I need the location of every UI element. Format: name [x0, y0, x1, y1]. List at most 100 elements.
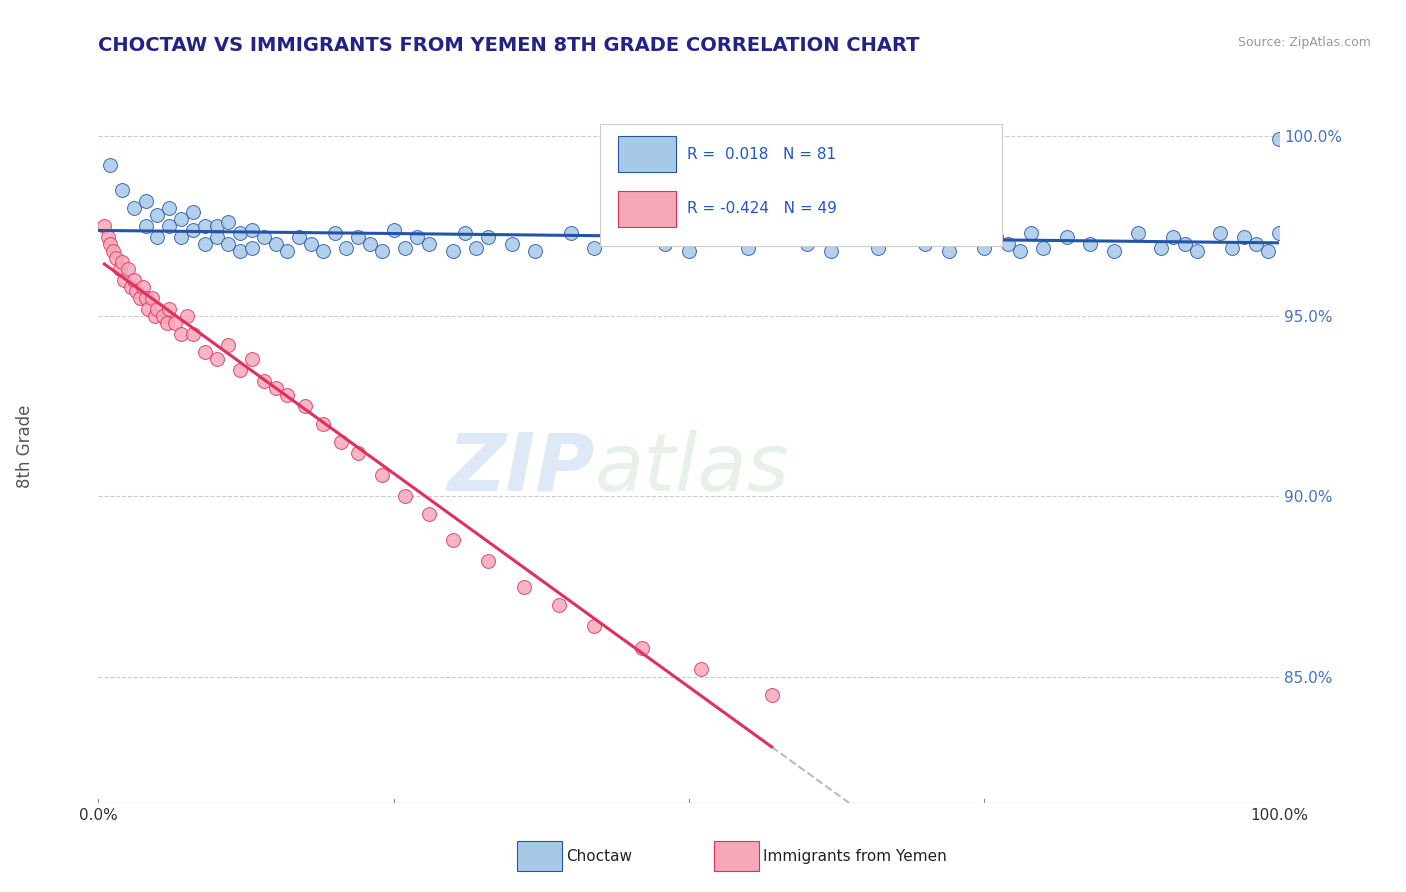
Point	[512, 580, 534, 594]
Point	[157, 201, 180, 215]
Point	[121, 280, 143, 294]
Point	[619, 229, 641, 244]
Point	[394, 489, 416, 503]
Point	[229, 244, 252, 259]
Point	[312, 417, 335, 432]
Point	[394, 241, 416, 255]
Point	[98, 158, 121, 172]
Point	[761, 688, 783, 702]
Point	[240, 222, 263, 236]
Point	[176, 309, 198, 323]
Point	[288, 229, 311, 244]
Point	[1268, 132, 1291, 146]
Point	[501, 237, 523, 252]
Point	[890, 229, 912, 244]
Point	[205, 219, 228, 233]
Point	[1126, 226, 1149, 240]
Point	[181, 222, 204, 236]
Point	[194, 219, 217, 233]
Point	[1008, 244, 1031, 259]
Point	[276, 244, 298, 259]
Point	[135, 291, 157, 305]
Point	[347, 446, 370, 460]
Point	[1056, 229, 1078, 244]
Point	[194, 345, 217, 359]
Text: ZIP: ZIP	[447, 430, 595, 508]
Text: Source: ZipAtlas.com: Source: ZipAtlas.com	[1237, 36, 1371, 49]
Point	[229, 363, 252, 377]
Point	[299, 237, 322, 252]
Point	[93, 219, 115, 233]
Point	[105, 252, 128, 266]
Point	[122, 201, 145, 215]
FancyBboxPatch shape	[619, 136, 676, 172]
Point	[477, 554, 499, 568]
Point	[1032, 241, 1054, 255]
Point	[97, 229, 120, 244]
Point	[205, 352, 228, 367]
Point	[108, 262, 131, 277]
Point	[844, 226, 866, 240]
Point	[418, 508, 440, 522]
Point	[866, 241, 889, 255]
Point	[181, 204, 204, 219]
Point	[560, 226, 582, 240]
Point	[938, 244, 960, 259]
Point	[335, 241, 357, 255]
Point	[141, 291, 163, 305]
Point	[157, 219, 180, 233]
Point	[973, 241, 995, 255]
Point	[630, 640, 652, 655]
Point	[997, 237, 1019, 252]
Point	[359, 237, 381, 252]
Point	[820, 244, 842, 259]
Point	[1220, 241, 1243, 255]
Point	[689, 662, 711, 676]
Point	[143, 309, 166, 323]
Point	[583, 619, 606, 633]
Point	[477, 229, 499, 244]
Point	[329, 435, 352, 450]
Point	[737, 241, 759, 255]
Point	[146, 208, 169, 222]
Point	[132, 280, 155, 294]
Point	[217, 338, 239, 352]
Point	[371, 244, 394, 259]
Text: atlas: atlas	[595, 430, 789, 508]
Point	[240, 352, 263, 367]
Point	[347, 229, 370, 244]
FancyBboxPatch shape	[600, 124, 1002, 246]
Point	[146, 301, 169, 316]
Point	[111, 255, 134, 269]
Point	[264, 237, 287, 252]
Point	[984, 229, 1007, 244]
Point	[441, 533, 464, 547]
Point	[111, 183, 134, 197]
Point	[122, 273, 145, 287]
Point	[165, 316, 187, 330]
Point	[135, 219, 157, 233]
Point	[125, 284, 148, 298]
Text: Choctaw: Choctaw	[567, 849, 633, 863]
Point	[962, 226, 984, 240]
Point	[406, 229, 429, 244]
Point	[240, 241, 263, 255]
Point	[548, 598, 571, 612]
Text: 8th Grade: 8th Grade	[17, 404, 34, 488]
Point	[117, 262, 139, 277]
Point	[170, 211, 193, 226]
Point	[1268, 226, 1291, 240]
Text: CHOCTAW VS IMMIGRANTS FROM YEMEN 8TH GRADE CORRELATION CHART: CHOCTAW VS IMMIGRANTS FROM YEMEN 8TH GRA…	[98, 36, 920, 54]
Text: Immigrants from Yemen: Immigrants from Yemen	[763, 849, 948, 863]
FancyBboxPatch shape	[619, 191, 676, 227]
Point	[1161, 229, 1184, 244]
Point	[465, 241, 488, 255]
Point	[1080, 237, 1102, 252]
Point	[418, 237, 440, 252]
Point	[1021, 226, 1043, 240]
Point	[524, 244, 547, 259]
Point	[152, 309, 174, 323]
Point	[276, 388, 298, 402]
Point	[294, 399, 316, 413]
Point	[156, 316, 179, 330]
